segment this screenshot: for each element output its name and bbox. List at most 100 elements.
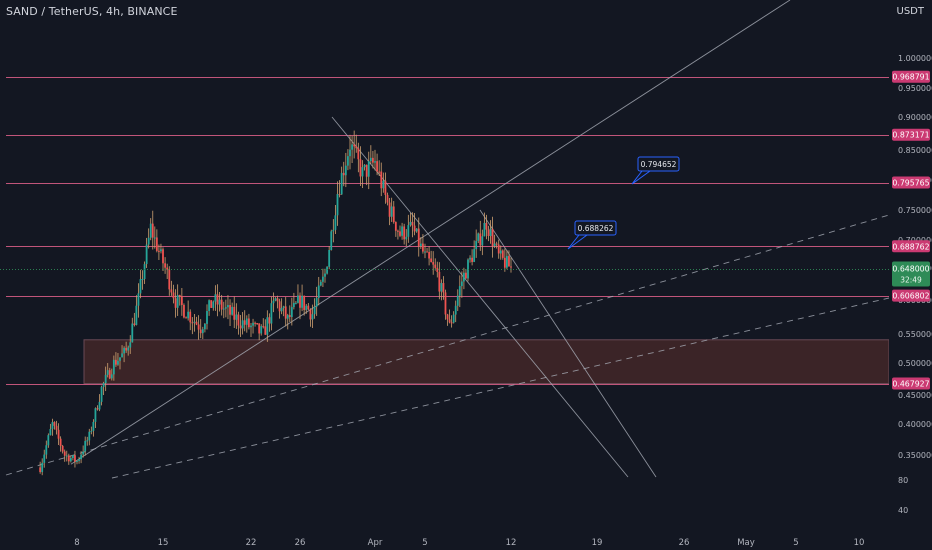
candle-body (65, 455, 68, 457)
candle-body (218, 299, 221, 305)
candle-body (403, 226, 406, 240)
level-price-tag[interactable] (892, 377, 930, 390)
candle-body (369, 157, 372, 162)
candle-body (328, 249, 331, 267)
candle-body (448, 319, 451, 323)
x-axis-tick-label: 15 (158, 538, 169, 548)
candle-body (129, 342, 132, 348)
candle-body (332, 229, 335, 232)
candle-body (239, 325, 242, 329)
dashed-support-line-lower[interactable] (111, 297, 890, 479)
candle-body (90, 430, 93, 432)
candle-body (347, 156, 349, 166)
candle-body (187, 311, 190, 319)
candle-body (160, 249, 162, 252)
candle-body (469, 257, 471, 260)
price-callout-label: 0.688262 (578, 224, 614, 233)
time-axis[interactable] (0, 530, 932, 550)
level-price-tag[interactable] (892, 176, 930, 189)
candle-body (322, 276, 324, 282)
candle-body (446, 314, 449, 320)
candle-body (115, 359, 117, 365)
candle-body (47, 435, 50, 446)
candle-body (254, 322, 256, 324)
candle-body (313, 306, 316, 315)
candle-body (262, 326, 265, 328)
candle-body (450, 322, 453, 324)
candle-body (178, 294, 181, 297)
candle-body (59, 438, 62, 446)
x-axis-tick-label: 10 (854, 538, 865, 548)
candle-body (172, 292, 175, 299)
candle-body (208, 300, 210, 311)
candle-body (491, 228, 494, 247)
candle-body (243, 320, 246, 325)
rising-trendline[interactable] (70, 0, 791, 465)
x-axis-tick-label: 26 (679, 538, 690, 548)
candle-body (288, 315, 291, 317)
candle-body (475, 240, 478, 250)
candle-body (424, 251, 426, 253)
candle-body (78, 459, 80, 462)
candle-body (272, 300, 275, 304)
candle-body (158, 250, 160, 252)
candle-body (168, 269, 171, 290)
candle-body (268, 317, 271, 324)
volume-axis-tick-label: 40 (898, 506, 908, 515)
candle-body (53, 422, 56, 426)
candle-body (430, 258, 433, 263)
candle-body (49, 428, 52, 436)
candle-body (399, 231, 401, 236)
level-price-tag[interactable] (892, 240, 930, 253)
candle-body (503, 257, 506, 268)
candle-body (463, 272, 465, 282)
demand-zone[interactable] (83, 339, 890, 385)
candle-body (39, 467, 42, 473)
level-price-tag[interactable] (892, 289, 930, 302)
candle-body (477, 233, 480, 241)
candle-body (123, 347, 125, 354)
candle-body (284, 306, 287, 319)
candle-body (227, 305, 229, 308)
candle-body (426, 251, 428, 253)
candle-body (94, 408, 97, 422)
candle-body (69, 458, 72, 462)
level-price-tag-label: 0.467927 (892, 380, 929, 389)
candle-body (434, 264, 437, 268)
candle-body (342, 172, 345, 176)
candle-body (96, 408, 99, 410)
candle-body (407, 225, 410, 237)
candle-body (458, 286, 461, 296)
candle-body (422, 243, 424, 252)
candle-body (100, 386, 103, 402)
candle-body (353, 144, 356, 147)
candle-body (278, 301, 281, 312)
candle-body (301, 295, 303, 308)
current-price-tag[interactable] (892, 261, 930, 287)
candle-body (102, 383, 105, 387)
candle-body (145, 244, 148, 265)
candle-body (55, 425, 58, 430)
candle-body (220, 299, 223, 310)
candle-body (506, 256, 508, 268)
candle-body (57, 429, 60, 439)
candle-body (141, 279, 144, 281)
level-price-tag-label: 0.795765 (892, 179, 929, 188)
x-axis-tick-label: 22 (246, 538, 257, 548)
candle-body (382, 180, 385, 189)
level-price-tag[interactable] (892, 70, 930, 83)
candle-body (280, 307, 283, 312)
level-price-tag[interactable] (892, 128, 930, 141)
candle-body (80, 454, 82, 460)
price-callout[interactable] (574, 220, 617, 236)
price-callout[interactable] (637, 156, 680, 172)
candle-body (372, 157, 374, 163)
candle-body (195, 321, 198, 325)
candle-body (489, 228, 492, 237)
